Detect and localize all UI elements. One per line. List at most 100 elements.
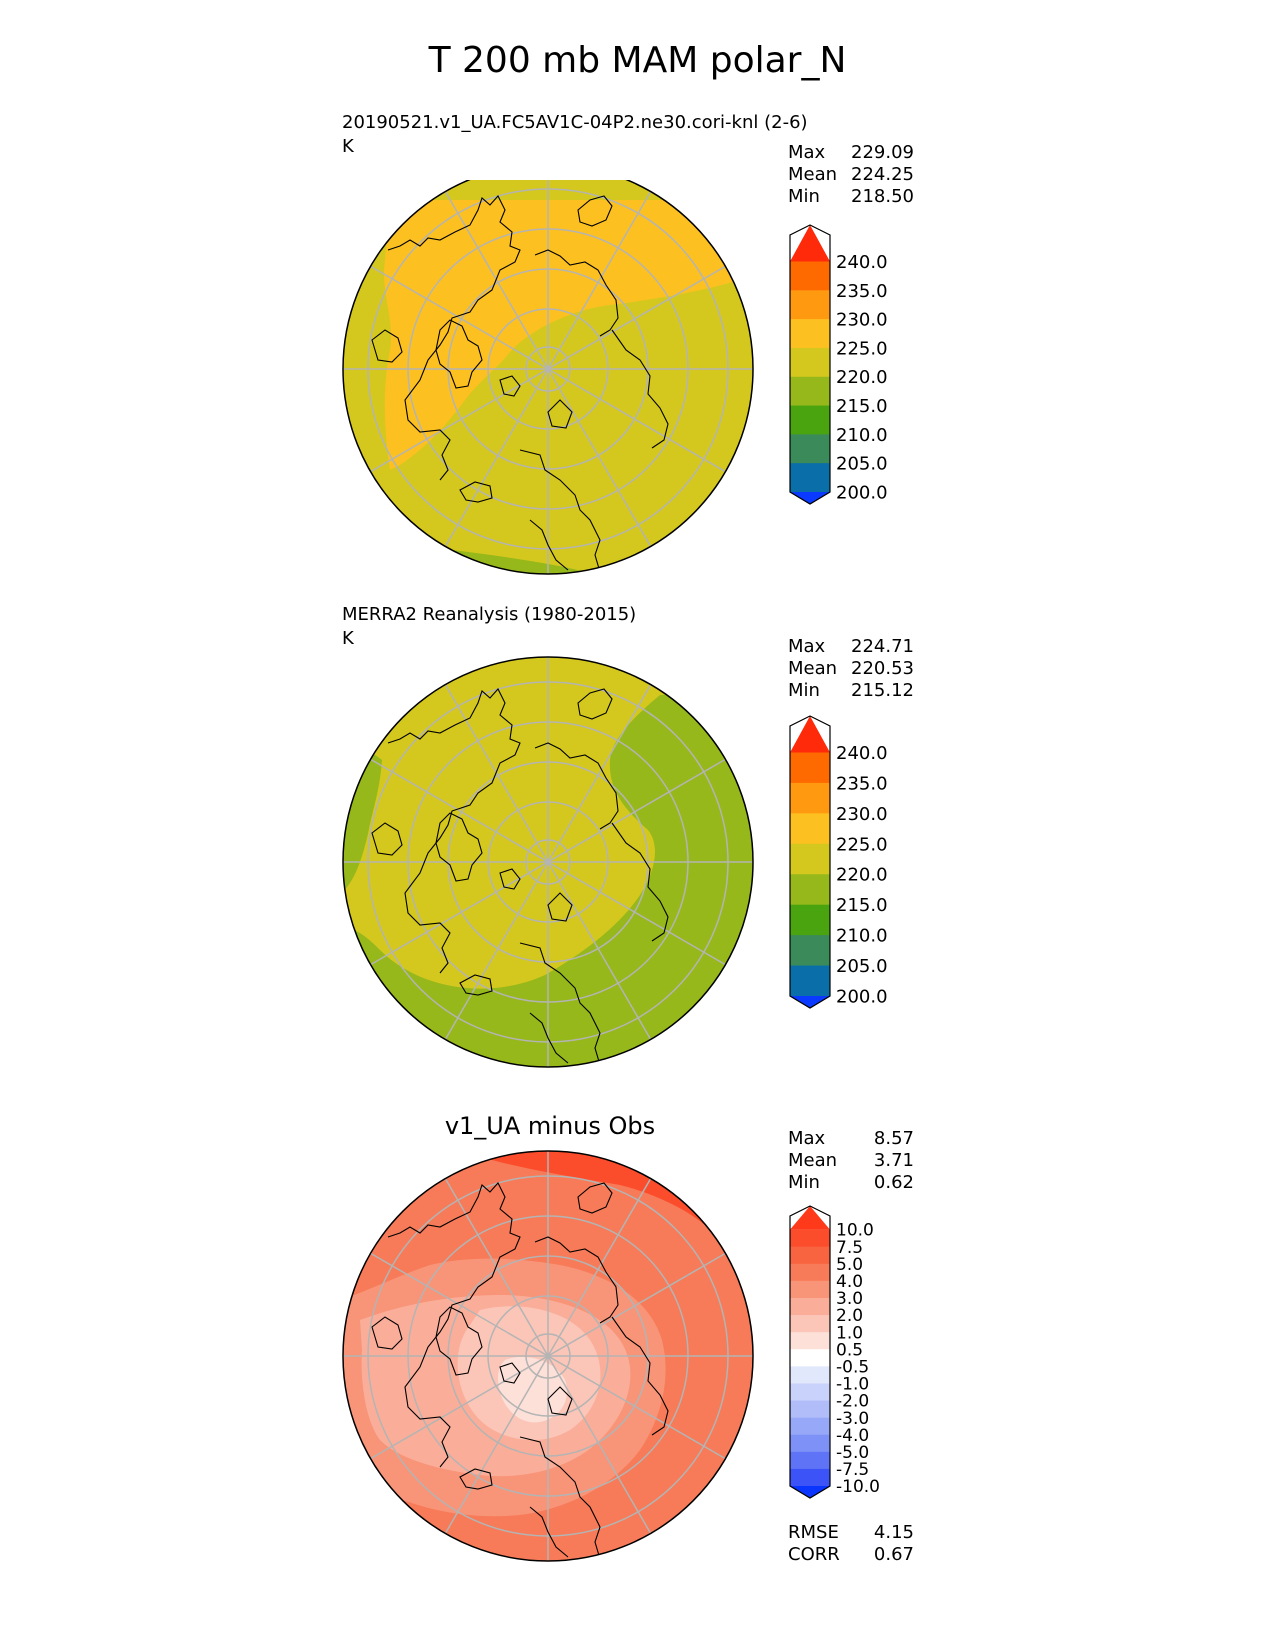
colorbar-tick-label: -1.0 — [836, 1375, 869, 1395]
colorbar-block — [790, 347, 830, 378]
colorbar-tick-label: 2.0 — [836, 1306, 863, 1326]
coastlines — [371, 688, 669, 1066]
colorbar-tick-label: 220.0 — [836, 865, 888, 886]
polar-map-reference — [342, 656, 754, 1068]
colorbar-tick-label: -7.5 — [836, 1460, 869, 1480]
colorbar-tick-label: 4.0 — [836, 1272, 863, 1292]
colorbar-tick-label: 210.0 — [836, 926, 888, 947]
colorbar-tick-label: 10.0 — [836, 1221, 874, 1241]
panel-difference-stats: Max 8.57 Mean 3.71 Min 0.62 — [788, 1128, 914, 1194]
colorbar-block — [790, 1366, 830, 1384]
colorbar-tick-label: 235.0 — [836, 773, 888, 794]
colorbar-block — [790, 1229, 830, 1248]
colorbar-block — [790, 463, 830, 493]
colorbar-tick-label: 215.0 — [836, 396, 888, 417]
panel-difference-metrics: RMSE 4.15 CORR 0.67 — [788, 1522, 914, 1566]
colorbar-extend-min — [790, 1486, 830, 1498]
colorbar-block — [790, 1451, 830, 1470]
colorbar-block — [790, 1349, 830, 1367]
field-contour-215 — [343, 690, 753, 1067]
colorbar-tick-label: 5.0 — [836, 1255, 863, 1275]
coastlines — [371, 195, 669, 573]
colorbar-tick-label: -5.0 — [836, 1443, 869, 1463]
colorbar-tick-label: 205.0 — [836, 454, 888, 475]
colorbar-block — [790, 376, 830, 407]
map-border — [342, 180, 754, 575]
colorbar-block — [790, 874, 830, 906]
colorbar-block — [790, 1332, 830, 1350]
colorbar-block — [790, 935, 830, 967]
colorbar-block — [790, 782, 830, 814]
map-border — [342, 656, 754, 1068]
colorbar-block — [790, 1263, 830, 1282]
colorbar-block — [790, 1383, 830, 1402]
figure-title: T 200 mb MAM polar_N — [428, 40, 847, 81]
colorbar-block — [790, 1434, 830, 1453]
colorbar-block — [790, 405, 830, 435]
stat-label: Mean — [788, 1150, 838, 1171]
colorbar-difference: 10.07.55.04.03.02.01.00.5-0.5-1.0-2.0-3.… — [789, 1205, 880, 1499]
colorbar-block — [790, 1297, 830, 1316]
stat-value: 224.71 — [851, 636, 914, 657]
field-contour-225 — [383, 200, 740, 470]
colorbar-tick-label: 210.0 — [836, 425, 888, 446]
colorbar-tick-label: -3.0 — [836, 1409, 869, 1429]
colorbar-tick-label: -10.0 — [836, 1477, 880, 1497]
colorbar-block — [790, 261, 830, 291]
colorbar-tick-label: 1.0 — [836, 1323, 863, 1343]
colorbar-block — [790, 965, 830, 997]
stat-label: Mean — [788, 658, 838, 679]
colorbar-tick-label: 240.0 — [836, 252, 888, 273]
colorbar-block — [790, 752, 830, 784]
stat-value: 215.12 — [851, 680, 914, 701]
colorbar-block — [790, 843, 830, 875]
colorbar-tick-label: 0.5 — [836, 1340, 863, 1360]
colorbar-tick-label: 205.0 — [836, 956, 888, 977]
stat-value: 8.57 — [873, 1128, 914, 1149]
stat-label: Max — [788, 636, 826, 657]
colorbar-tick-label: 200.0 — [836, 986, 888, 1007]
polar-map-test — [342, 180, 754, 575]
panel-test-units: K — [342, 136, 354, 157]
stat-label: Max — [788, 142, 826, 163]
colorbar-block — [790, 904, 830, 936]
colorbar-tick-label: 200.0 — [836, 482, 888, 503]
colorbar-tick-label: 230.0 — [836, 804, 888, 825]
colorbar-block — [790, 1417, 830, 1436]
metric-value: 4.15 — [873, 1522, 914, 1543]
metric-label: CORR — [788, 1544, 840, 1565]
stat-label: Mean — [788, 164, 838, 185]
metric-value: 0.67 — [873, 1544, 914, 1565]
colorbar-block — [790, 290, 830, 320]
stat-label: Min — [788, 1172, 820, 1193]
colorbar-test: 240.0 235.0 230.0 225.0 220.0 215.0 210.0 205.0… — [789, 224, 888, 505]
colorbar-tick-label: 215.0 — [836, 895, 888, 916]
colorbar-extend-max — [790, 225, 830, 262]
colorbar-block — [790, 1468, 830, 1487]
graticule — [343, 1151, 753, 1561]
colorbar-block — [790, 1246, 830, 1265]
stat-label: Min — [788, 186, 820, 207]
colorbar-tick-label: 3.0 — [836, 1289, 863, 1309]
stat-value: 218.50 — [851, 186, 914, 207]
colorbar-reference: 240.0 235.0 230.0 225.0 220.0 215.0 210.0 205.0… — [789, 715, 888, 1009]
colorbar-tick-label: 225.0 — [836, 338, 888, 359]
panel-difference-title: v1_UA minus Obs — [444, 1112, 656, 1140]
colorbar-block — [790, 1315, 830, 1333]
colorbar-block — [790, 813, 830, 845]
stat-label: Max — [788, 1128, 826, 1149]
panel-reference-units: K — [342, 628, 354, 649]
stat-value: 229.09 — [851, 142, 914, 163]
metric-label: RMSE — [788, 1522, 839, 1543]
graticule — [343, 180, 753, 574]
panel-reference-title: MERRA2 Reanalysis (1980-2015) — [342, 604, 637, 625]
polar-map-difference — [342, 1150, 754, 1562]
colorbar-block — [790, 1280, 830, 1299]
colorbar-block — [790, 319, 830, 349]
colorbar-tick-label: 230.0 — [836, 310, 888, 331]
colorbar-tick-label: 235.0 — [836, 281, 888, 302]
colorbar-tick-label: 240.0 — [836, 743, 888, 764]
panel-test-stats: Max 229.09 Mean 224.25 Min 218.50 — [788, 142, 914, 208]
colorbar-extend-min — [790, 996, 830, 1008]
stat-value: 224.25 — [851, 164, 914, 185]
